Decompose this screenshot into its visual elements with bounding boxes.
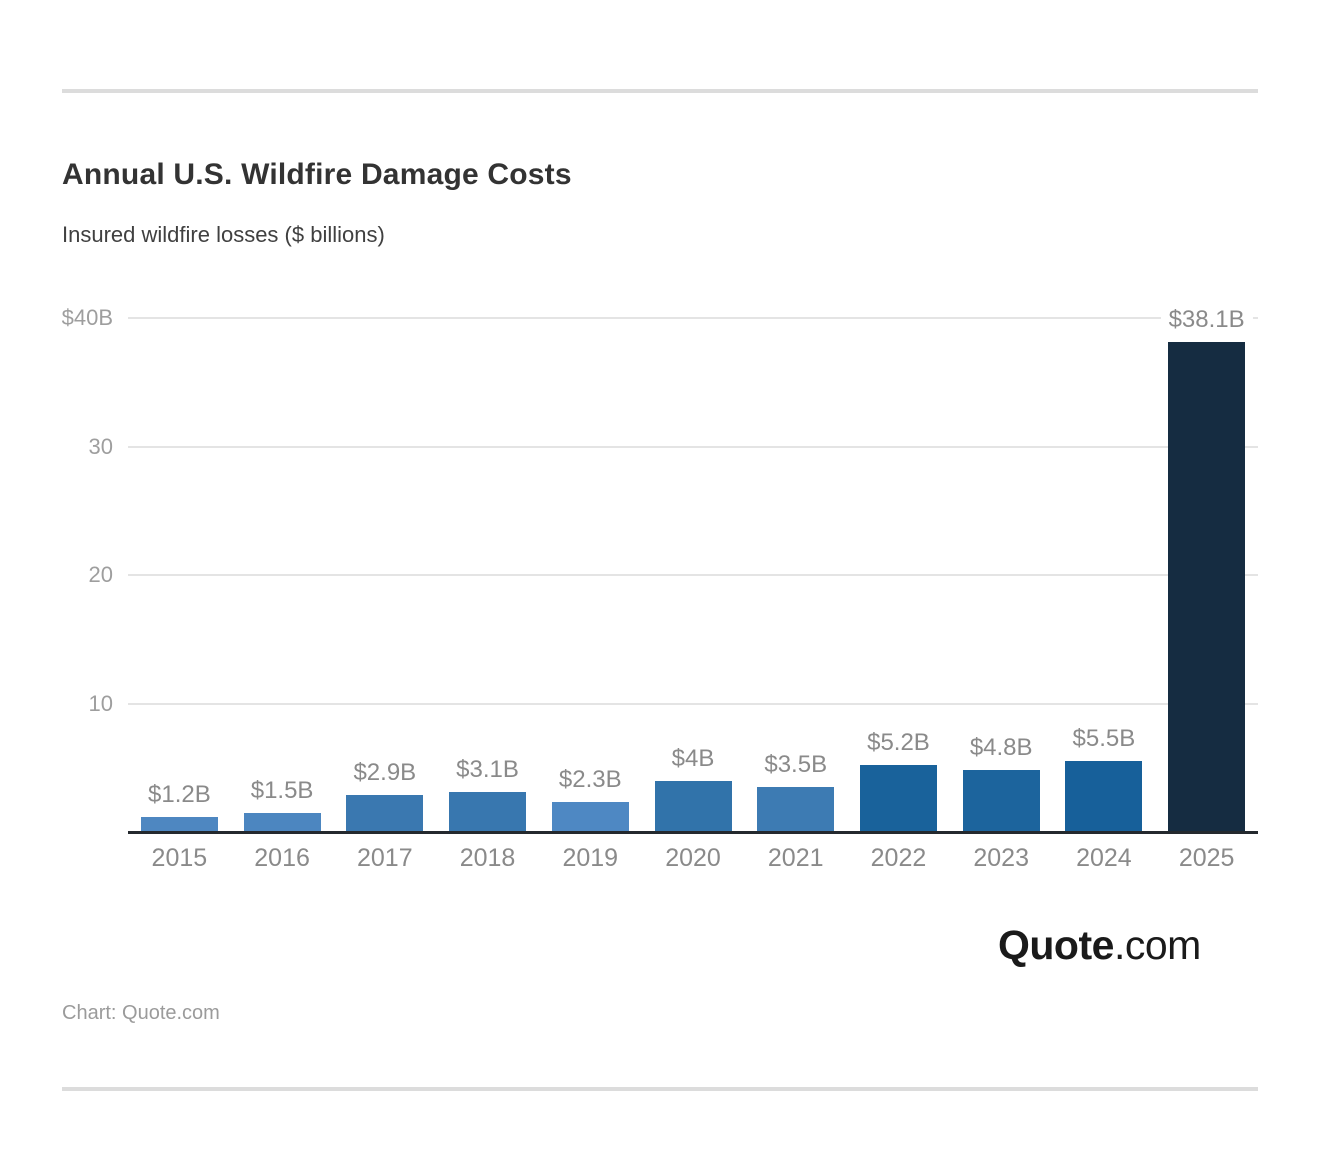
brand-logo: Quote.com: [998, 922, 1201, 969]
y-tick-label: 30: [88, 433, 113, 459]
gridline: [128, 702, 1258, 705]
bar-value-label-2016: $1.5B: [242, 776, 322, 805]
bar-2023: [962, 770, 1040, 832]
bar-value-label-2025: $38.1B: [1160, 306, 1253, 335]
brand-logo-suffix: .com: [1113, 922, 1201, 968]
brand-logo-primary: Quote: [998, 922, 1114, 968]
bar-value-label-2021: $3.5B: [756, 751, 836, 780]
bar-2021: [757, 787, 835, 832]
bar-2020: [654, 780, 732, 832]
x-axis-labels: 2015 2016 2017 2018 2019 2020 2021 2022 2023 2024…: [128, 844, 1258, 876]
y-axis-labels: 10 20 30 $40B: [0, 305, 113, 832]
bar-2024: [1065, 761, 1143, 832]
bar-2018: [449, 792, 527, 832]
y-tick-label: 10: [88, 690, 113, 716]
plot-area: $1.2B $1.5B $2.9B $3.1B $2.3B $4B $3.5B $5.2B $4…: [128, 306, 1258, 834]
chart-title: Annual U.S. Wildfire Damage Costs: [62, 158, 572, 191]
bar-2016: [243, 812, 321, 832]
chart-attribution: Chart: Quote.com: [62, 1002, 220, 1024]
bar-value-label-2015: $1.2B: [140, 780, 219, 809]
x-tick-label-2025: 2025: [1178, 844, 1235, 872]
x-tick-label-2015: 2015: [151, 844, 208, 872]
gridline: [128, 574, 1258, 576]
bar-value-label-2018: $3.1B: [448, 756, 527, 785]
bar-value-label-2017: $2.9B: [345, 758, 425, 787]
gridline: [128, 317, 1258, 319]
x-tick-label-2023: 2023: [973, 844, 1029, 872]
x-tick-label-2021: 2021: [767, 844, 824, 872]
bottom-divider: [62, 1087, 1258, 1091]
x-tick-label-2017: 2017: [357, 844, 413, 872]
x-axis-line: [128, 831, 1258, 834]
x-tick-label-2020: 2020: [665, 844, 721, 872]
bar-value-label-2019: $2.3B: [550, 766, 630, 795]
bar-2017: [346, 794, 424, 832]
y-tick-label: 20: [88, 562, 113, 587]
x-tick-label-2018: 2018: [459, 844, 516, 872]
x-tick-label-2024: 2024: [1076, 844, 1132, 872]
bar-2019: [551, 802, 629, 832]
bar-2025: [1168, 342, 1246, 832]
x-tick-label-2016: 2016: [254, 844, 310, 872]
top-divider: [62, 89, 1258, 93]
bar-value-label-2023: $4.8B: [961, 734, 1041, 763]
x-tick-label-2022: 2022: [870, 844, 927, 872]
bar-value-label-2020: $4B: [663, 744, 723, 773]
bar-2022: [859, 765, 937, 832]
bar-2015: [140, 816, 218, 832]
x-tick-label-2019: 2019: [562, 844, 619, 872]
y-tick-label: $40B: [61, 305, 113, 330]
chart-subtitle: Insured wildfire losses ($ billions): [62, 222, 385, 247]
bar-value-label-2024: $5.5B: [1064, 725, 1144, 754]
bar-value-label-2022: $5.2B: [859, 729, 938, 758]
gridline: [128, 445, 1258, 448]
